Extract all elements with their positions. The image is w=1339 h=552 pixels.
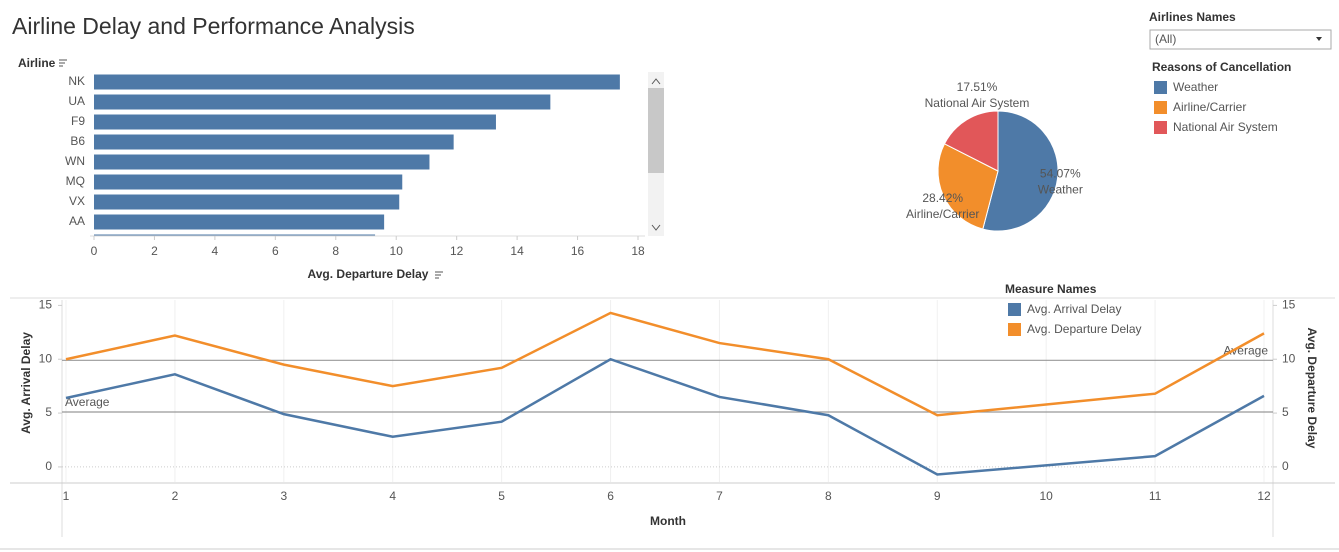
x-tick-label: 10 [1040,489,1054,503]
y-tick-label: F9 [71,114,85,128]
legend-swatch [1154,81,1167,94]
pie-slice [943,110,999,172]
x-tick-label: 6 [607,489,614,503]
reference-label: Average [65,395,110,409]
x-tick-label: 6 [272,244,279,258]
y-tick-label: UA [68,94,85,108]
x-tick-label: 14 [510,244,524,258]
sort-icon[interactable] [59,59,67,67]
scroll-up[interactable] [651,78,661,85]
x-tick-label: 11 [1149,489,1162,503]
line-series [65,311,1265,417]
x-tick-label: 4 [389,489,396,503]
y-tick-label: WN [65,154,85,168]
dashboard-title: Airline Delay and Performance Analysis [12,13,415,39]
x-tick-label: 7 [716,489,723,503]
x-tick-label: 10 [390,244,404,258]
x-tick-label: 1 [63,489,70,503]
legend-label: Airline/Carrier [1173,100,1246,114]
legend-swatch [1008,323,1021,336]
bar [94,174,403,190]
reference-label: Average [1224,343,1269,357]
y-tick-label: VX [69,194,85,208]
y-tick-label: 10 [39,351,53,365]
line-series [65,357,1265,476]
y-tick-label: B6 [70,134,85,148]
y2-tick-label: 0 [1282,459,1289,473]
pie-value-label: 54.07% [1040,166,1081,180]
x-tick-label: 2 [151,244,158,258]
scrollbar-thumb[interactable] [648,88,664,173]
x-tick-label: 12 [450,244,464,258]
x-tick-label: 8 [825,489,832,503]
legend-label: Weather [1173,80,1218,94]
x-tick-label: 4 [212,244,219,258]
dropdown-arrow [1316,37,1322,41]
y-tick-label: 15 [39,298,53,312]
bar [94,214,385,230]
y-tick-label: 0 [45,459,52,473]
pie-slice [937,143,999,230]
pie-value-label: 17.51% [957,80,998,94]
bar [94,74,620,90]
y-axis-title: Airline [18,56,56,70]
x-tick-label: 5 [498,489,505,503]
bar [94,194,400,210]
bar [94,134,454,150]
bar [94,114,496,130]
y2-axis-title: Avg. Departure Delay [1305,328,1319,449]
legend-swatch [1008,303,1021,316]
pie-slice [982,110,1059,232]
filter-value: (All) [1155,32,1176,46]
sort-icon[interactable] [435,271,443,279]
x-tick-label: 2 [172,489,179,503]
y-axis-title: Avg. Arrival Delay [19,332,33,434]
pie-value-label: 28.42% [922,191,963,205]
x-tick-label: 9 [934,489,941,503]
bar [94,94,551,110]
x-tick-label: 18 [631,244,645,258]
legend-title: Reasons of Cancellation [1152,60,1291,74]
legend-swatch [1154,121,1167,134]
legend-title: Measure Names [1005,282,1097,296]
x-tick-label: 12 [1257,489,1271,503]
legend-label: Avg. Arrival Delay [1027,302,1121,316]
pie-category-label: National Air System [925,96,1030,110]
y2-tick-label: 5 [1282,405,1289,419]
y-tick-label: MQ [66,174,85,188]
y2-tick-label: 10 [1282,351,1296,365]
y2-tick-label: 15 [1282,298,1296,312]
x-axis-title: Month [650,514,686,528]
x-tick-label: 8 [332,244,339,258]
legend-label: Avg. Departure Delay [1027,322,1142,336]
y-tick-label: NK [68,74,85,88]
bar [94,234,376,236]
filter-label: Airlines Names [1149,10,1236,24]
scroll-down[interactable] [651,224,661,231]
bars [94,74,620,236]
bar-chart: Airline NK UA F9 B6 WN MQ VX AA 0 2 4 6 8 10 12 14 16 18 Av… [18,56,664,281]
bar [94,154,430,170]
y-tick-label: AA [69,214,85,228]
y-tick-label: 5 [45,405,52,419]
filter-dropdown[interactable] [1149,29,1332,50]
legend-swatch [1154,101,1167,114]
x-tick-label: 0 [91,244,98,258]
x-tick-label: 16 [571,244,585,258]
legend-label: National Air System [1173,120,1278,134]
pie-category-label: Airline/Carrier [906,207,979,221]
x-axis-title: Avg. Departure Delay [308,267,429,281]
x-tick-label: 3 [280,489,287,503]
pie-category-label: Weather [1038,182,1083,196]
pie-chart: 54.07% Weather Weather 28.42% Airline/Carrie… [906,60,1291,232]
